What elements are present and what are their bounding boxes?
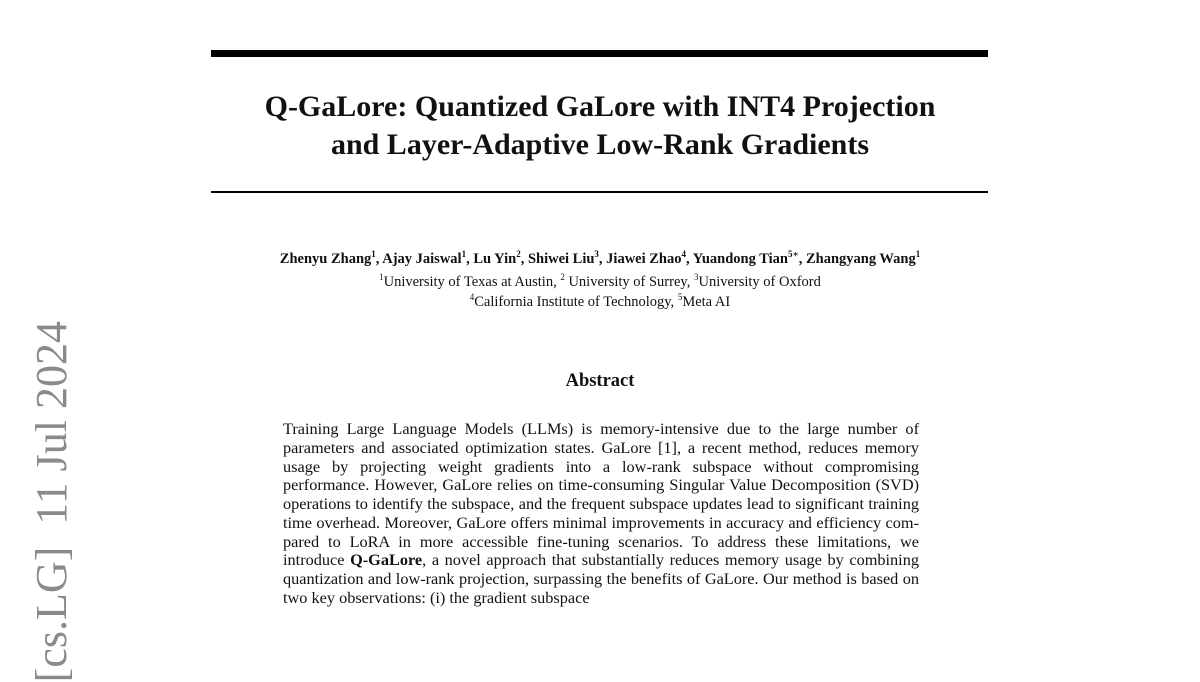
author: Yuandong Tian5∗ [692, 249, 799, 268]
author-list: Zhenyu Zhang1, Ajay Jaiswal1, Lu Yin2, S… [279, 249, 921, 268]
paper-title: Q-GaLore: Quantized GaLore with INT4 Pro… [150, 88, 1050, 164]
author: Ajay Jaiswal1 [382, 249, 467, 268]
affiliations-line-1: 1University of Texas at Austin, 2 Univer… [379, 272, 821, 291]
top-rule [211, 50, 988, 57]
abstract-heading: Abstract [565, 371, 635, 391]
author: Jiawei Zhao4 [606, 249, 686, 268]
affiliations-line-2: 4California Institute of Technology, 5Me… [469, 292, 731, 311]
author: Shiwei Liu3 [527, 249, 599, 268]
abstract-text: Training Large Language Models (LLMs) is… [283, 419, 919, 607]
author: Lu Yin2 [473, 249, 521, 268]
method-name: Q-GaLore [350, 550, 423, 570]
title-bottom-rule [211, 191, 988, 193]
author: Zhenyu Zhang1 [279, 249, 376, 268]
arxiv-stamp: [cs.LG] 11 Jul 2024 [27, 321, 76, 682]
title-line-2: and Layer-Adaptive Low-Rank Gradients [330, 128, 870, 161]
title-line-1: Q-GaLore: Quantized GaLore with INT4 Pro… [264, 90, 936, 123]
author: Zhangyang Wang1 [805, 249, 921, 268]
